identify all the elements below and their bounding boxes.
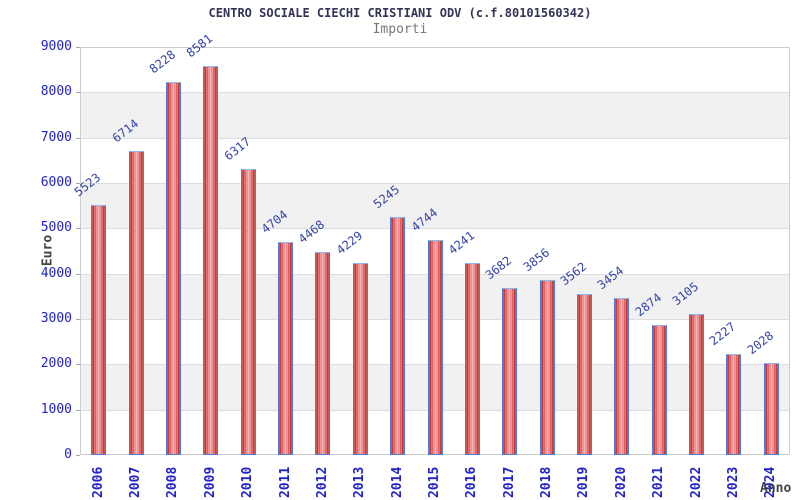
- y-tick-mark: [76, 274, 80, 275]
- gridline: [81, 138, 789, 139]
- y-tick-label: 5000: [40, 220, 72, 235]
- x-axis-title: Anno: [760, 481, 792, 496]
- bar: [278, 242, 293, 455]
- y-tick-label: 7000: [40, 130, 72, 145]
- x-tick-label: 2010: [240, 466, 255, 498]
- x-tick-label: 2021: [651, 466, 666, 498]
- y-tick-label: 8000: [40, 84, 72, 99]
- bar: [129, 151, 144, 455]
- bar: [203, 66, 218, 455]
- x-tick-label: 2017: [502, 466, 517, 498]
- y-tick-mark: [76, 319, 80, 320]
- gridline: [81, 92, 789, 93]
- chart-title: CENTRO SOCIALE CIECHI CRISTIANI ODV (c.f…: [208, 6, 592, 20]
- gridline: [81, 228, 789, 229]
- y-tick-label: 3000: [40, 311, 72, 326]
- y-tick-mark: [76, 455, 80, 456]
- x-tick-label: 2012: [315, 466, 330, 498]
- y-tick-mark: [76, 183, 80, 184]
- x-tick-label: 2013: [352, 466, 367, 498]
- x-tick-label: 2007: [128, 466, 143, 498]
- bar: [502, 288, 517, 455]
- x-tick-label: 2009: [203, 466, 218, 498]
- x-tick-label: 2023: [726, 466, 741, 498]
- gridline: [81, 183, 789, 184]
- y-tick-mark: [76, 410, 80, 411]
- bar: [166, 82, 181, 455]
- chart-subtitle: Importi: [372, 22, 428, 37]
- bar: [241, 169, 256, 455]
- bar: [390, 217, 405, 455]
- bar: [652, 325, 667, 455]
- bar: [726, 354, 741, 455]
- y-tick-label: 6000: [40, 175, 72, 190]
- bar: [614, 298, 629, 455]
- x-tick-label: 2016: [464, 466, 479, 498]
- bar: [315, 252, 330, 455]
- bar: [764, 363, 779, 455]
- y-tick-mark: [76, 47, 80, 48]
- bar: [689, 314, 704, 455]
- y-tick-mark: [76, 364, 80, 365]
- x-tick-label: 2014: [390, 466, 405, 498]
- grid-band: [81, 183, 789, 229]
- bar: [91, 205, 106, 455]
- y-axis-title: Euro: [40, 234, 56, 267]
- y-tick-mark: [76, 92, 80, 93]
- bar: [353, 263, 368, 455]
- bar: [465, 263, 480, 455]
- grid-band: [81, 92, 789, 138]
- x-tick-label: 2015: [427, 466, 442, 498]
- y-tick-mark: [76, 138, 80, 139]
- y-tick-mark: [76, 228, 80, 229]
- y-tick-label: 2000: [40, 356, 72, 371]
- x-tick-label: 2008: [165, 466, 180, 498]
- bar: [428, 240, 443, 455]
- bar: [540, 280, 555, 455]
- x-tick-label: 2020: [614, 466, 629, 498]
- x-tick-label: 2006: [91, 466, 106, 498]
- y-tick-label: 1000: [40, 402, 72, 417]
- bar: [577, 294, 592, 455]
- y-tick-label: 4000: [40, 266, 72, 281]
- y-tick-label: 9000: [40, 39, 72, 54]
- y-tick-label: 0: [64, 447, 72, 462]
- x-tick-label: 2019: [576, 466, 591, 498]
- x-tick-label: 2011: [278, 466, 293, 498]
- x-tick-label: 2022: [689, 466, 704, 498]
- x-tick-label: 2018: [539, 466, 554, 498]
